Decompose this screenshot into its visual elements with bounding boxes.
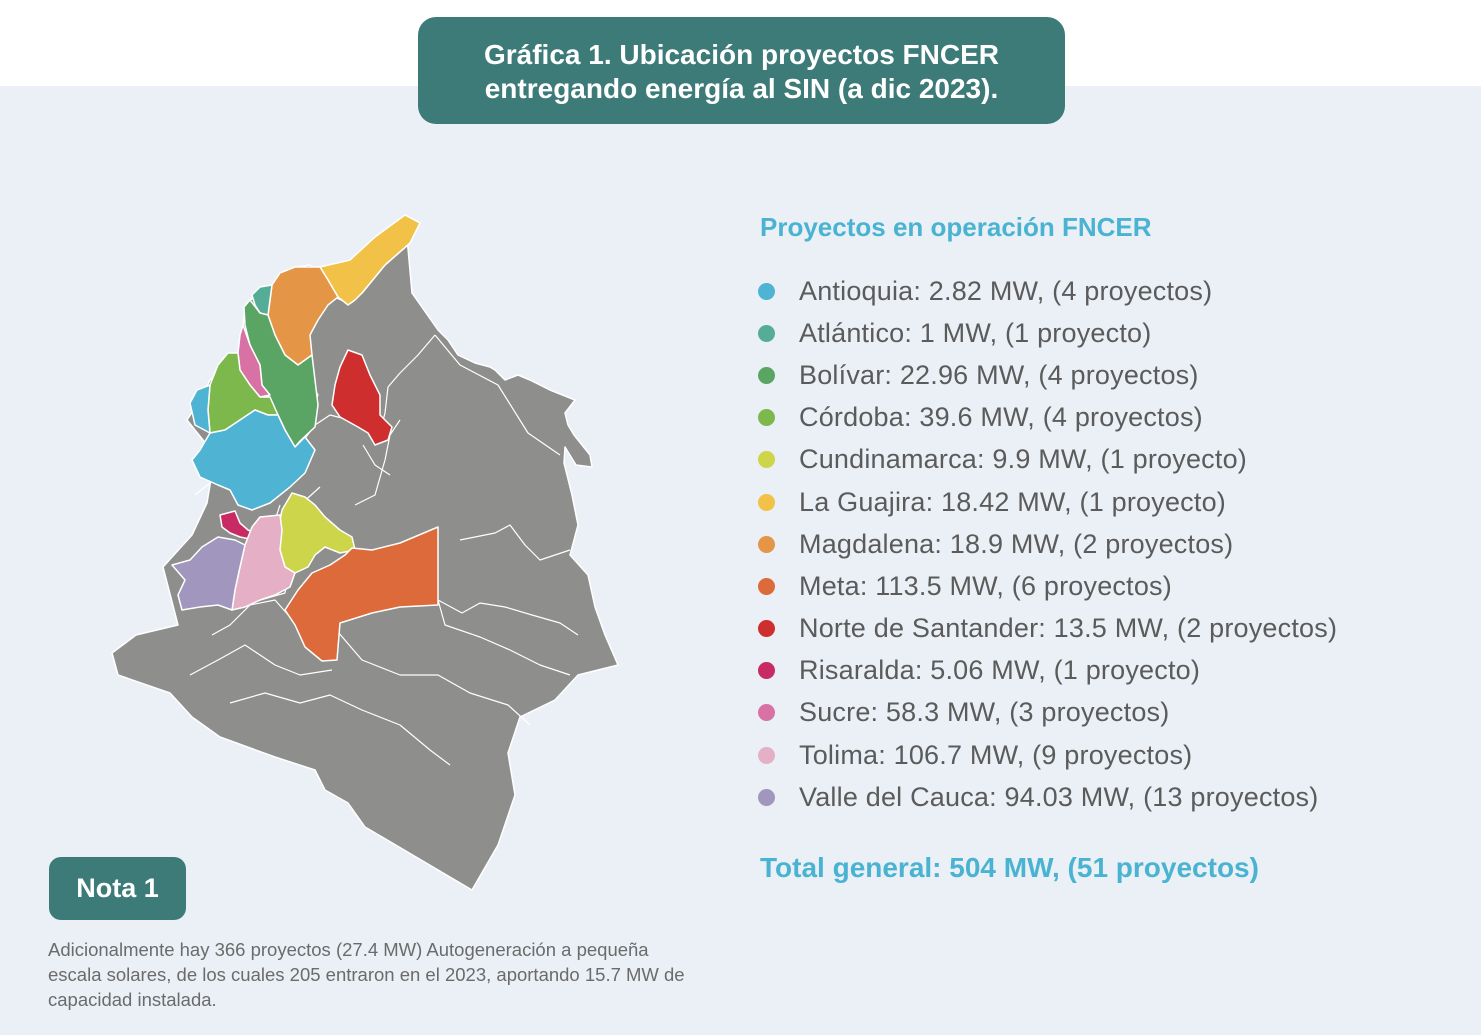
legend-dot xyxy=(758,535,775,553)
legend-item: Cundinamarca: 9.9 MW, (1 proyecto) xyxy=(758,439,1337,481)
chart-title-line-1: Gráfica 1. Ubicación proyectos FNCER xyxy=(483,39,1000,70)
legend-label: Meta: 113.5 MW, (6 proyectos) xyxy=(799,570,1172,601)
legend-item: Norte de Santander: 13.5 MW, (2 proyecto… xyxy=(758,608,1337,650)
legend-item: Sucre: 58.3 MW, (3 proyectos) xyxy=(758,692,1337,734)
nota-text: Adicionalmente hay 366 proyectos (27.4 M… xyxy=(48,939,685,1010)
map-region-valle-del-cauca xyxy=(171,536,246,611)
legend-dot xyxy=(758,788,775,806)
chart-title-box: Gráfica 1. Ubicación proyectos FNCER ent… xyxy=(418,17,1065,124)
legend-dot xyxy=(758,620,775,638)
legend-label: Valle del Cauca: 94.03 MW, (13 proyectos… xyxy=(799,781,1319,812)
legend-label: Córdoba: 39.6 MW, (4 proyectos) xyxy=(799,402,1203,433)
legend-dot xyxy=(758,324,775,342)
legend-dot xyxy=(758,409,775,427)
legend-item: La Guajira: 18.42 MW, (1 proyecto) xyxy=(758,481,1337,523)
legend-dot xyxy=(758,746,775,764)
legend-label: Bolívar: 22.96 MW, (4 proyectos) xyxy=(799,359,1199,390)
legend-dot xyxy=(758,577,775,595)
legend-item: Meta: 113.5 MW, (6 proyectos) xyxy=(758,565,1337,607)
map-region-norte-de-santander xyxy=(331,349,393,446)
map-region-la-guajira xyxy=(319,214,421,306)
legend-label: Antioquia: 2.82 MW, (4 proyectos) xyxy=(799,275,1213,306)
map-region-meta xyxy=(284,526,439,662)
legend-dot xyxy=(758,704,775,722)
legend-label: Atlántico: 1 MW, (1 proyecto) xyxy=(799,317,1152,348)
legend-item: Córdoba: 39.6 MW, (4 proyectos) xyxy=(758,397,1337,439)
chart-title-line-2: entregando energía al SIN (a dic 2023). xyxy=(484,73,999,104)
legend-label: Cundinamarca: 9.9 MW, (1 proyecto) xyxy=(799,444,1247,475)
legend-item: Antioquia: 2.82 MW, (4 proyectos) xyxy=(758,270,1337,312)
legend-title: Proyectos en operación FNCER xyxy=(760,212,1152,242)
legend-item: Risaralda: 5.06 MW, (1 proyecto) xyxy=(758,650,1337,692)
legend-label: Sucre: 58.3 MW, (3 proyectos) xyxy=(799,697,1170,728)
legend-item: Tolima: 106.7 MW, (9 proyectos) xyxy=(758,734,1337,776)
legend-item: Magdalena: 18.9 MW, (2 proyectos) xyxy=(758,523,1337,565)
nota-badge: Nota 1 xyxy=(49,857,186,920)
legend-item: Atlántico: 1 MW, (1 proyecto) xyxy=(758,312,1337,354)
legend-dot xyxy=(758,282,775,300)
legend-item: Bolívar: 22.96 MW, (4 proyectos) xyxy=(758,354,1337,396)
map-region-antioquia xyxy=(189,384,316,511)
legend-dot xyxy=(758,366,775,384)
legend-list: Antioquia: 2.82 MW, (4 proyectos) Atlánt… xyxy=(758,270,1337,818)
legend-label: La Guajira: 18.42 MW, (1 proyecto) xyxy=(799,486,1226,517)
legend-label: Magdalena: 18.9 MW, (2 proyectos) xyxy=(799,528,1234,559)
total-general: Total general: 504 MW, (51 proyectos) xyxy=(760,852,1259,883)
legend-label: Risaralda: 5.06 MW, (1 proyecto) xyxy=(799,655,1201,686)
legend-dot xyxy=(758,662,775,680)
legend-label: Norte de Santander: 13.5 MW, (2 proyecto… xyxy=(799,613,1338,644)
legend-dot xyxy=(758,451,775,469)
legend-dot xyxy=(758,493,775,511)
legend-label: Tolima: 106.7 MW, (9 proyectos) xyxy=(799,739,1193,770)
colombia-map xyxy=(111,214,619,891)
legend-item: Valle del Cauca: 94.03 MW, (13 proyectos… xyxy=(758,776,1337,818)
